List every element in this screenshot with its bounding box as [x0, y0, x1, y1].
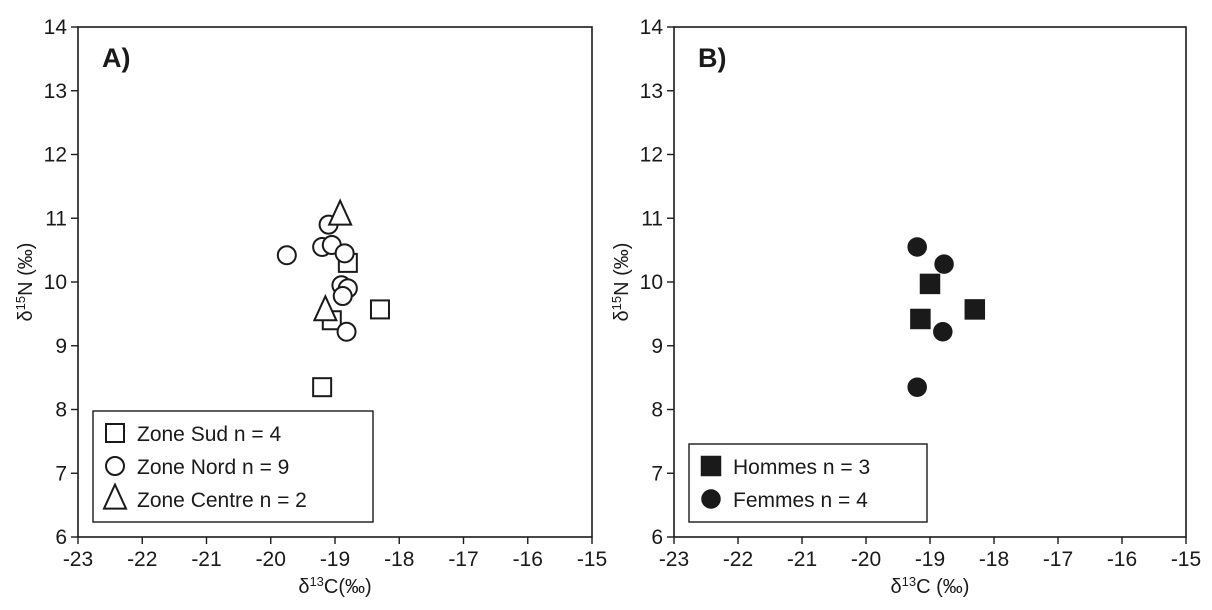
y-tick-label: 9: [651, 335, 663, 358]
y-tick-label: 14: [640, 16, 664, 39]
data-point: [919, 273, 941, 295]
panel-label: B): [698, 43, 727, 73]
legend-marker: [105, 456, 125, 476]
x-tick-label: -22: [723, 548, 753, 571]
x-tick-label: -20: [256, 548, 286, 571]
y-tick-label: 10: [640, 271, 663, 294]
data-point: [334, 243, 355, 264]
y-tick-label: 11: [641, 207, 663, 230]
y-tick-label: 13: [44, 80, 67, 103]
legend-entry: Femmes n = 4: [733, 489, 868, 512]
data-point: [907, 237, 927, 257]
legend: Zone Sud n = 4 Zone Nord n = 9 Zone Centre…: [92, 410, 374, 523]
data-point: [934, 254, 954, 274]
x-tick-label: -18: [979, 548, 1009, 571]
x-axis-title-sup: 13: [902, 574, 916, 589]
y-axis-title-rest: N (‰): [611, 243, 633, 296]
y-tick-label: 14: [44, 16, 68, 39]
y-tick-label: 11: [45, 207, 67, 230]
x-axis-title-sup: 13: [309, 574, 323, 589]
legend-entry: Zone Nord n = 9: [137, 456, 289, 479]
legend-entry: Hommes n = 3: [733, 456, 870, 479]
legend-box: [688, 443, 928, 523]
series-square: [910, 273, 986, 330]
y-tick-label: 8: [55, 399, 67, 422]
x-tick-label: -23: [63, 548, 93, 571]
data-point: [276, 245, 297, 266]
y-tick-label: 12: [44, 144, 67, 167]
y-tick-label: 12: [640, 144, 663, 167]
data-point: [327, 198, 353, 226]
data-point: [312, 293, 338, 322]
series-circle: [907, 237, 954, 397]
y-tick-label: 10: [44, 271, 67, 294]
x-tick-label: -16: [513, 548, 543, 571]
panel-a: -23 -22 -21 -20 -19 -18 -17 -16 -15 6 7 8 9 10 11 12 13 1…: [13, 16, 607, 598]
data-point: [910, 308, 931, 330]
y-axis-title: δ15N (‰): [13, 243, 37, 322]
x-tick-label: -17: [448, 548, 478, 571]
x-tick-label: -19: [320, 548, 350, 571]
y-tick-label: 7: [651, 462, 663, 485]
y-tick-label: 13: [640, 80, 663, 103]
data-point: [369, 299, 390, 320]
y-axis-title-sup: 15: [13, 296, 28, 310]
x-tick-label: -21: [787, 548, 817, 571]
legend-marker: [105, 423, 125, 443]
x-axis-title-delta: δ: [891, 576, 902, 598]
series-circle: [276, 214, 358, 342]
y-axis-title: δ15N (‰): [609, 243, 633, 322]
y-axis-title-sup: 15: [609, 296, 624, 310]
legend-entry: Zone Sud n = 4: [137, 423, 282, 446]
panel-b: -23 -22 -21 -20 -19 -18 -17 -16 -15 6 7 8 9 10 11 12 13 1…: [609, 16, 1201, 598]
data-point: [933, 321, 953, 342]
data-point: [336, 321, 357, 342]
y-tick-label: 6: [651, 526, 663, 549]
y-tick-label: 7: [55, 462, 67, 485]
x-tick-label: -18: [384, 548, 414, 571]
x-tick-label: -15: [577, 548, 607, 571]
panel-label: A): [102, 43, 131, 73]
legend-marker: [701, 489, 721, 509]
x-tick-label: -22: [127, 548, 157, 571]
y-axis-title-delta: δ: [15, 310, 37, 321]
x-axis-title: δ13C (‰): [891, 574, 970, 598]
x-tick-label: -16: [1107, 548, 1137, 571]
x-tick-label: -23: [659, 548, 689, 571]
y-tick-label: 6: [55, 526, 67, 549]
y-tick-label: 9: [55, 335, 67, 358]
y-tick-label: 8: [651, 399, 663, 422]
series-triangle: [312, 198, 353, 322]
legend-marker: [700, 455, 722, 477]
legend: Hommes n = 3 Femmes n = 4: [688, 443, 928, 523]
data-point: [964, 299, 986, 320]
x-tick-label: -19: [915, 548, 945, 571]
legend-entry: Zone Centre n = 2: [137, 489, 307, 512]
y-axis-title-rest: N (‰): [15, 243, 37, 296]
legend-marker: [102, 482, 128, 510]
y-axis-title-delta: δ: [611, 310, 633, 321]
x-axis-title: δ13C(‰): [298, 574, 371, 598]
x-tick-label: -15: [1171, 548, 1201, 571]
x-axis-title-delta: δ: [298, 576, 309, 598]
x-tick-label: -21: [191, 548, 221, 571]
legend-box: [92, 410, 374, 523]
x-axis-title-rest: C(‰): [324, 576, 372, 598]
data-point: [312, 377, 333, 398]
x-axis-title-rest: C (‰): [916, 576, 969, 598]
x-tick-label: -17: [1043, 548, 1073, 571]
data-point: [907, 377, 927, 397]
x-tick-label: -20: [851, 548, 881, 571]
data-point: [332, 286, 353, 307]
